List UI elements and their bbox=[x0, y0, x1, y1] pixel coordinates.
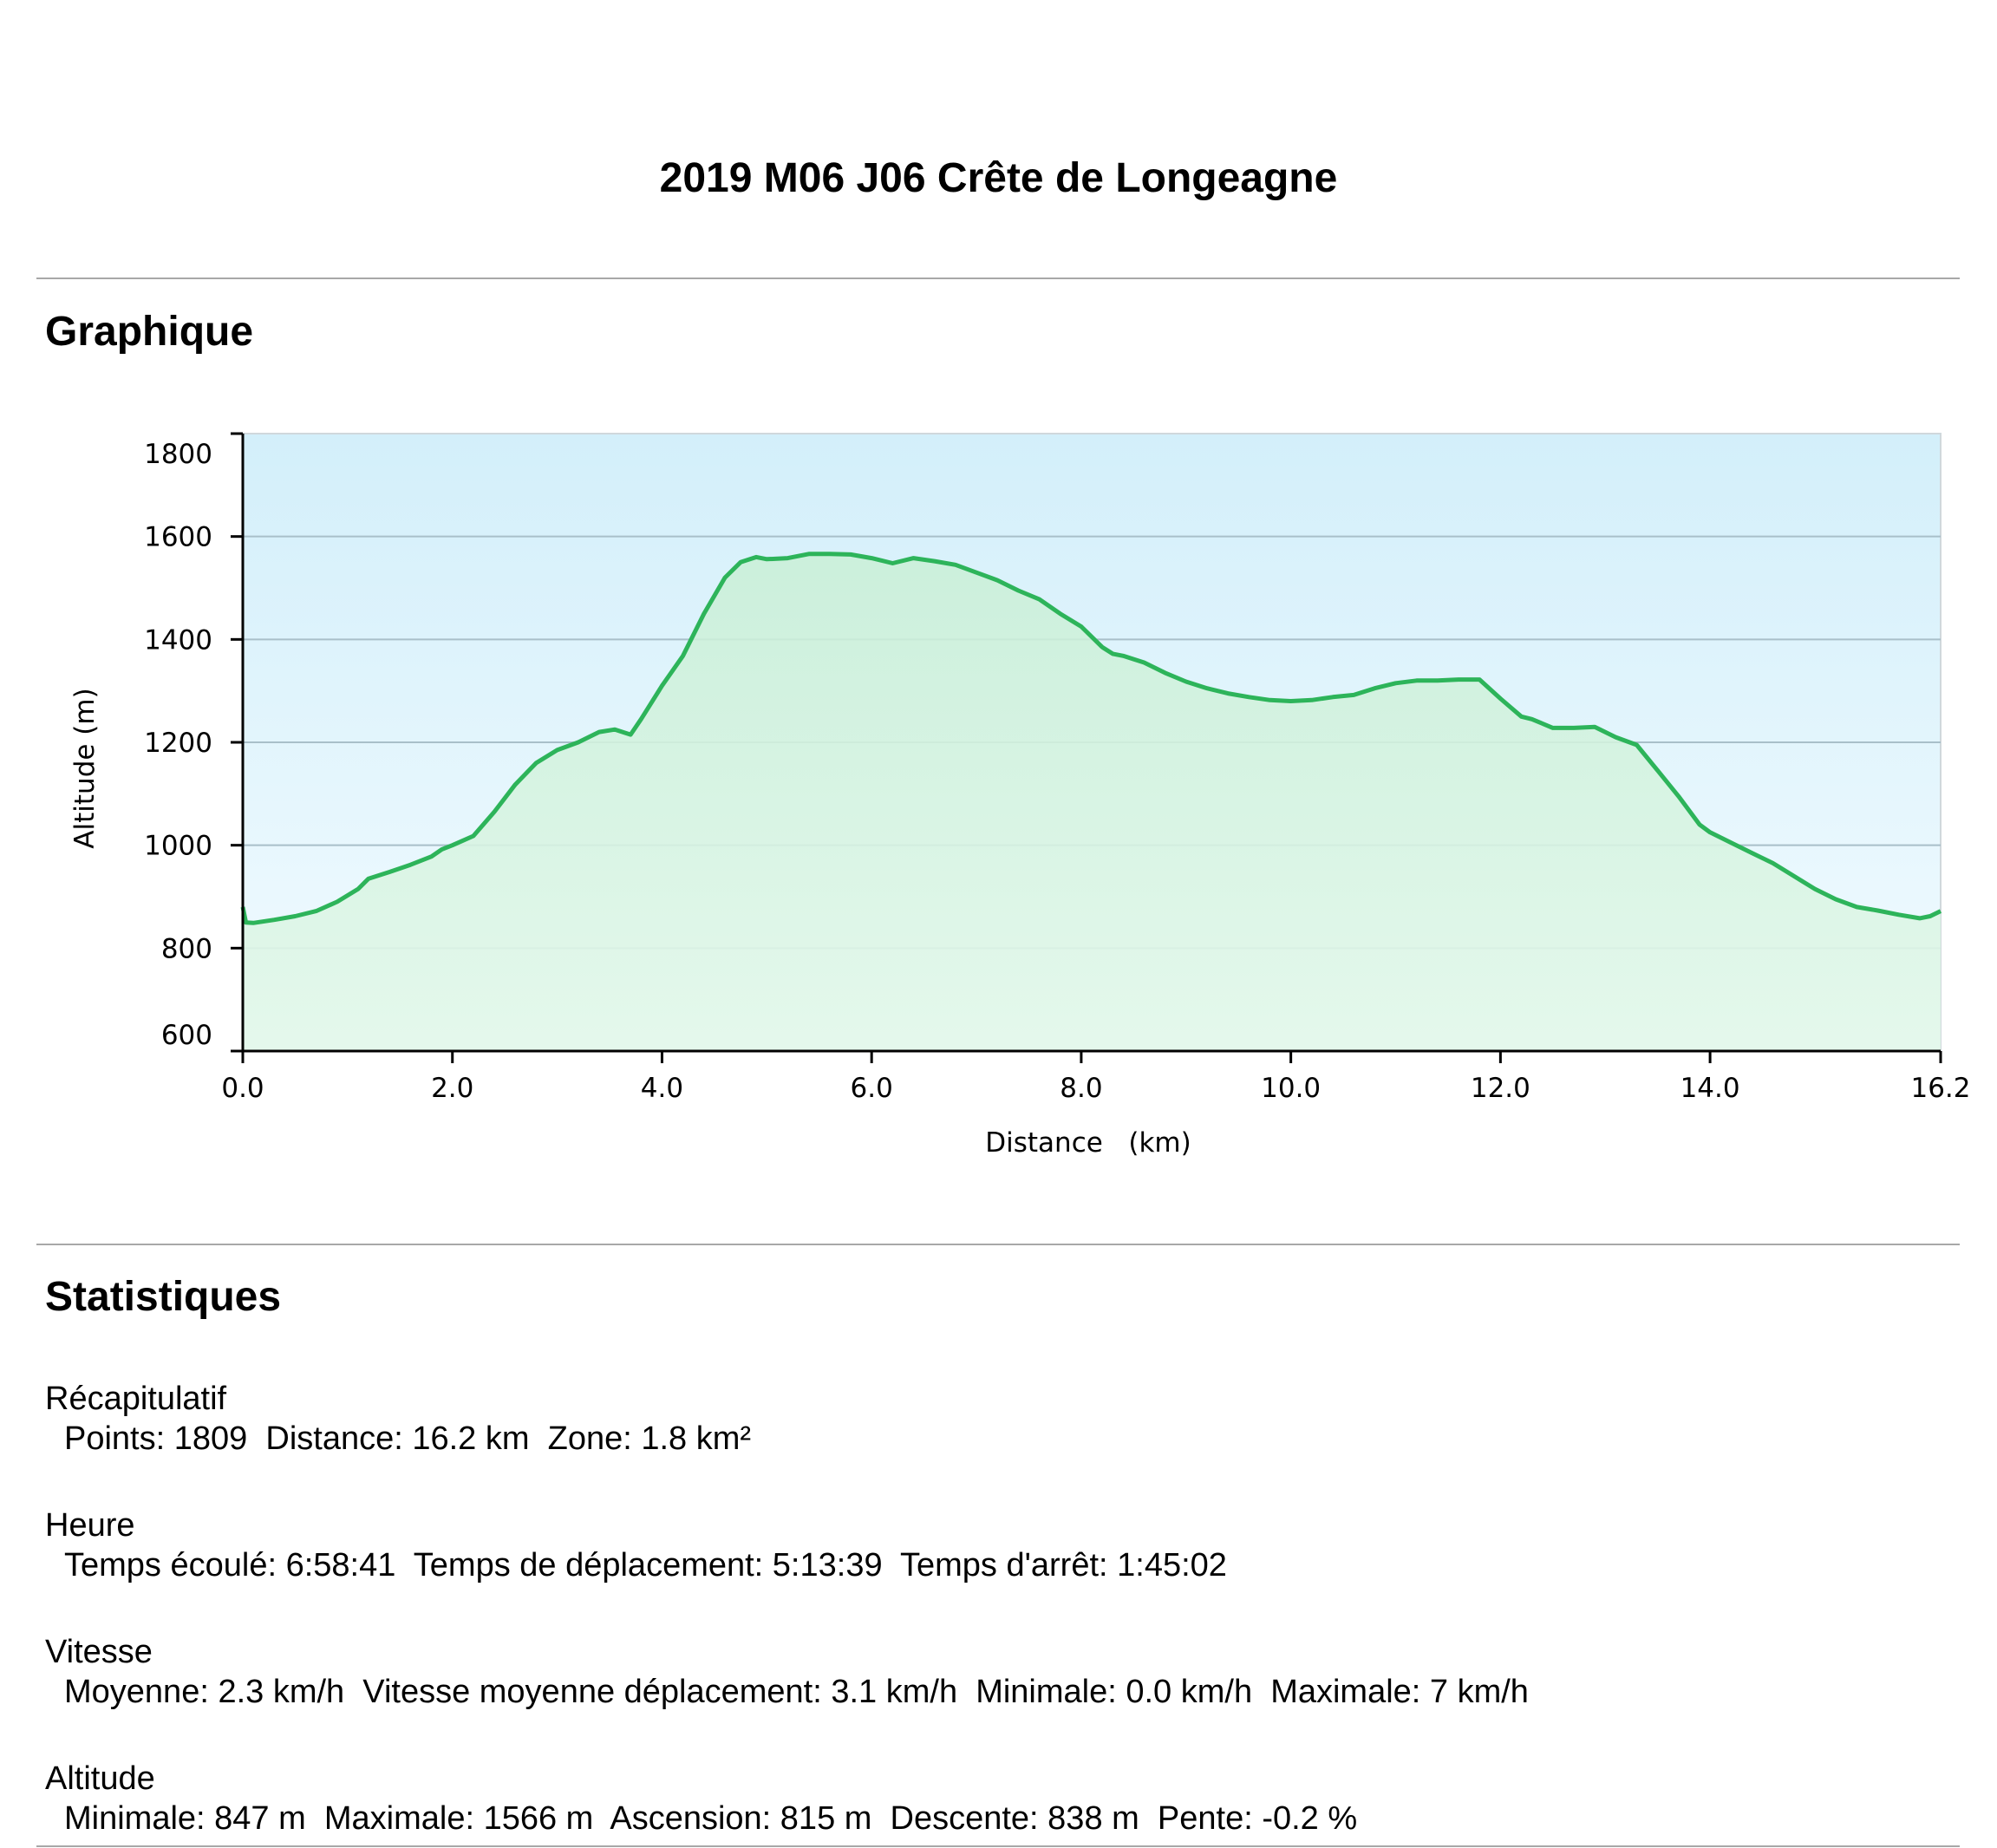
y-tick-label: 1400 bbox=[144, 624, 212, 656]
x-axis-label: Distance (km) bbox=[985, 1127, 1191, 1159]
x-tick-label: 12.0 bbox=[1471, 1073, 1530, 1104]
y-tick-label: 1000 bbox=[144, 831, 212, 862]
divider bbox=[36, 1244, 1960, 1245]
stat-line-time: Temps écoulé: 6:58:41 Temps de déplaceme… bbox=[64, 1547, 1227, 1584]
x-tick-label: 10.0 bbox=[1261, 1073, 1321, 1104]
divider bbox=[36, 278, 1960, 279]
stat-line-summary: Points: 1809 Distance: 16.2 km Zone: 1.8… bbox=[64, 1420, 752, 1457]
y-tick-label: 1800 bbox=[144, 439, 212, 470]
x-tick-label: 14.0 bbox=[1680, 1073, 1740, 1104]
section-heading-chart: Graphique bbox=[45, 309, 254, 355]
x-tick-label: 6.0 bbox=[851, 1073, 893, 1104]
page-title: 2019 M06 J06 Crête de Longeagne bbox=[659, 155, 1338, 201]
stat-heading-altitude: Altitude bbox=[45, 1760, 155, 1797]
y-tick-label: 800 bbox=[161, 933, 212, 964]
y-axis-label: Altitude (m) bbox=[69, 688, 101, 848]
elevation-area bbox=[243, 553, 1941, 1051]
elevation-line bbox=[240, 552, 1942, 925]
x-tick-label: 4.0 bbox=[641, 1073, 683, 1104]
stat-heading-summary: Récapitulatif bbox=[45, 1381, 227, 1417]
x-tick-label: 16.2 bbox=[1910, 1073, 1970, 1104]
y-tick-label: 600 bbox=[161, 1020, 212, 1051]
section-heading-stats: Statistiques bbox=[45, 1274, 282, 1320]
elevation-chart: 600 800 1000 1200 1400 1600 1800 0.0 2.0 4.0 6.0 8… bbox=[69, 432, 1971, 1159]
stat-heading-speed: Vitesse bbox=[45, 1634, 153, 1670]
divider bbox=[36, 1845, 1960, 1847]
stat-line-speed: Moyenne: 2.3 km/h Vitesse moyenne déplac… bbox=[64, 1674, 1529, 1710]
y-tick-label: 1200 bbox=[144, 728, 212, 759]
x-tick-label: 0.0 bbox=[221, 1073, 264, 1104]
y-tick-label: 1600 bbox=[144, 522, 212, 553]
stat-heading-time: Heure bbox=[45, 1507, 135, 1544]
stat-line-altitude: Minimale: 847 m Maximale: 1566 m Ascensi… bbox=[64, 1800, 1358, 1837]
x-tick-label: 8.0 bbox=[1060, 1073, 1102, 1104]
x-tick-label: 2.0 bbox=[431, 1073, 473, 1104]
